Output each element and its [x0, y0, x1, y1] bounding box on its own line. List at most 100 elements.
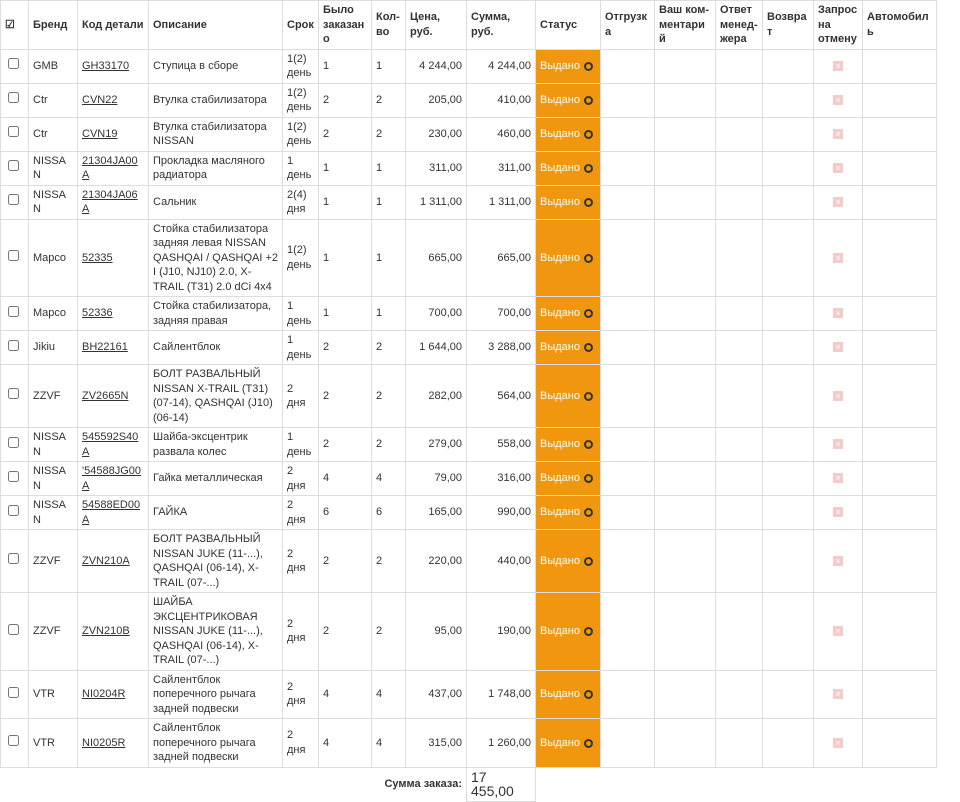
cancel-cell: ×: [813, 592, 863, 671]
sum: 410,00: [466, 82, 536, 118]
cancel-icon[interactable]: ×: [833, 162, 843, 173]
history-icon[interactable]: [583, 197, 593, 207]
part-code[interactable]: CVN19: [82, 127, 118, 140]
row-checkbox[interactable]: [8, 126, 19, 138]
history-icon[interactable]: [583, 474, 593, 484]
row-checkbox[interactable]: [8, 686, 19, 698]
row-checkbox[interactable]: [8, 160, 19, 172]
history-icon[interactable]: [583, 738, 593, 748]
return: [762, 461, 814, 496]
cancel-icon[interactable]: ×: [833, 507, 843, 518]
row-checkbox[interactable]: [8, 250, 19, 261]
comment: [654, 592, 716, 671]
cancel-icon[interactable]: ×: [833, 60, 843, 71]
history-icon[interactable]: [583, 440, 593, 450]
row-checkbox[interactable]: [8, 92, 19, 104]
order-row: VTR NI0204R Сайлентблок поперечного рычага…: [0, 669, 937, 719]
history-icon[interactable]: [583, 508, 593, 518]
cancel-icon[interactable]: ×: [833, 555, 843, 566]
cancel-icon[interactable]: ×: [833, 128, 843, 139]
history-icon[interactable]: [583, 690, 593, 699]
column-header[interactable]: Цена, руб.: [405, 0, 467, 50]
row-checkbox[interactable]: [8, 305, 19, 317]
column-header[interactable]: Статус: [535, 0, 601, 50]
part-code[interactable]: 54588ED00A: [82, 499, 141, 526]
cancel-icon[interactable]: ×: [833, 689, 843, 699]
history-icon[interactable]: [583, 253, 593, 263]
column-header[interactable]: Бренд: [28, 0, 78, 50]
row-checkbox[interactable]: [8, 436, 19, 448]
cancel-icon[interactable]: ×: [833, 390, 843, 401]
cancel-icon[interactable]: ×: [833, 737, 843, 748]
row-checkbox[interactable]: [8, 470, 19, 482]
column-header[interactable]: Автомобиль: [862, 0, 937, 50]
history-icon[interactable]: [583, 129, 593, 139]
column-header[interactable]: Было заказано: [318, 0, 372, 50]
part-code[interactable]: GH33170: [82, 59, 130, 72]
column-header[interactable]: Код детали: [77, 0, 149, 50]
cancel-icon[interactable]: ×: [833, 308, 843, 319]
cancel-icon[interactable]: ×: [833, 439, 843, 450]
select-cell: [0, 48, 29, 84]
row-checkbox[interactable]: [8, 339, 19, 351]
row-checkbox[interactable]: [8, 735, 19, 746]
brand: ZZVF: [28, 364, 78, 428]
part-code[interactable]: 21304JA00A: [82, 154, 138, 182]
history-icon[interactable]: [583, 95, 593, 105]
cancel-icon[interactable]: ×: [833, 626, 843, 636]
part-code[interactable]: CVN22: [82, 93, 118, 106]
part-code-cell: BH22161: [77, 330, 149, 365]
column-header[interactable]: Ответ менед- жера: [715, 0, 763, 50]
column-header[interactable]: Кол-во: [371, 0, 406, 50]
part-code[interactable]: 52335: [82, 251, 113, 264]
column-header[interactable]: Ваш ком- ментарий: [654, 0, 716, 50]
select-cell: [0, 116, 29, 152]
row-checkbox[interactable]: [8, 553, 19, 565]
history-icon[interactable]: [583, 627, 593, 636]
ordered: 1: [318, 218, 372, 297]
row-checkbox[interactable]: [8, 194, 19, 206]
part-code[interactable]: ZV2665N: [82, 389, 129, 402]
part-code[interactable]: 545592S40A: [82, 431, 139, 458]
car: [862, 718, 937, 768]
row-checkbox[interactable]: [8, 388, 19, 400]
cancel-icon[interactable]: ×: [833, 94, 843, 105]
brand: NISSAN: [28, 184, 78, 220]
part-code[interactable]: 21304JA06A: [82, 188, 138, 216]
shipment: [600, 150, 655, 186]
history-icon[interactable]: [583, 391, 593, 401]
part-code[interactable]: NI0204R: [82, 688, 126, 700]
row-checkbox[interactable]: [8, 504, 19, 516]
column-header[interactable]: Запрос на отмену: [813, 0, 863, 50]
row-checkbox[interactable]: [8, 58, 19, 70]
history-icon[interactable]: [583, 163, 593, 173]
select-cell: [0, 718, 29, 768]
part-code[interactable]: NI0205R: [82, 736, 126, 749]
part-code[interactable]: 52336: [82, 307, 113, 320]
part-code-cell: ZV2665N: [77, 364, 149, 428]
column-header[interactable]: Срок: [282, 0, 319, 50]
cancel-icon[interactable]: ×: [833, 342, 843, 353]
history-icon[interactable]: [583, 309, 593, 319]
history-icon[interactable]: [583, 61, 593, 71]
column-header[interactable]: Отгрузка: [600, 0, 655, 50]
select-all[interactable]: ☑: [0, 0, 29, 50]
part-code[interactable]: ZVN210B: [82, 625, 130, 637]
cancel-icon[interactable]: ×: [833, 473, 843, 484]
return: [762, 48, 814, 84]
part-code[interactable]: ZVN210A: [82, 554, 130, 567]
row-checkbox[interactable]: [8, 623, 19, 635]
part-code[interactable]: '54588JG00A: [82, 465, 141, 492]
column-header[interactable]: Сумма, руб.: [466, 0, 536, 50]
return: [762, 184, 814, 220]
cancel-icon[interactable]: ×: [833, 196, 843, 207]
cancel-icon[interactable]: ×: [833, 252, 843, 263]
part-code[interactable]: BH22161: [82, 341, 128, 354]
sum: 564,00: [466, 364, 536, 428]
column-header[interactable]: Описание: [148, 0, 283, 50]
description: Шайба-эксцентрик развала колес: [148, 427, 283, 462]
column-header[interactable]: Возврат: [762, 0, 814, 50]
status-cell: Выдано: [535, 116, 601, 152]
history-icon[interactable]: [583, 556, 593, 566]
history-icon[interactable]: [583, 343, 593, 353]
